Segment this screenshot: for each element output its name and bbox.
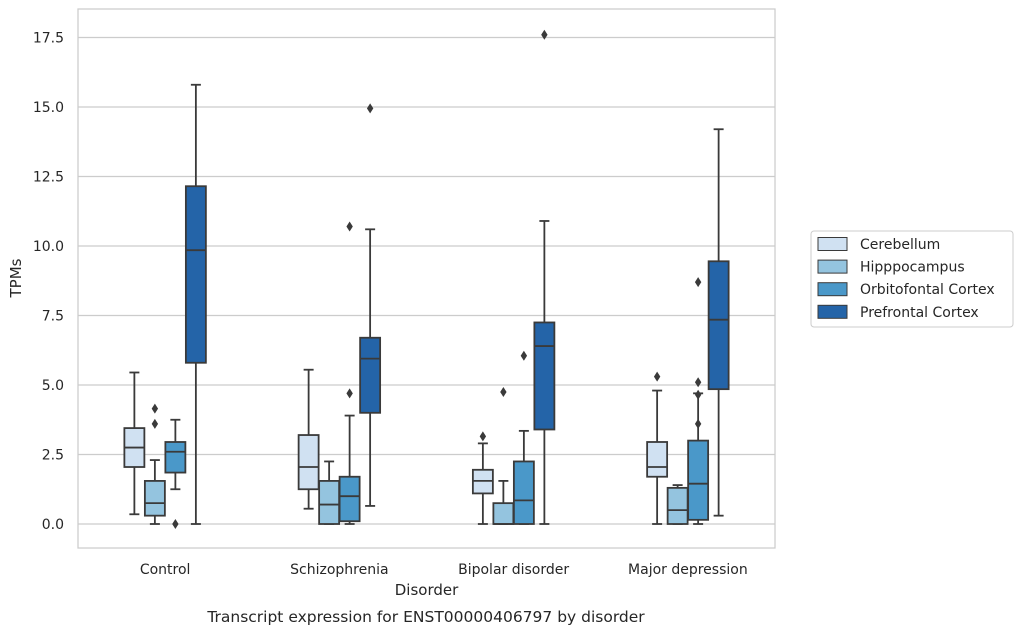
box xyxy=(184,185,207,364)
legend-label: Prefrontal Cortex xyxy=(860,305,979,321)
y-tick-label: 0.0 xyxy=(42,517,64,533)
x-tick-label: Bipolar disorder xyxy=(458,562,569,578)
box xyxy=(707,260,730,391)
legend-frame xyxy=(810,230,1014,328)
y-tick-label: 17.5 xyxy=(33,31,64,47)
outlier-point xyxy=(653,371,661,382)
box xyxy=(143,480,166,517)
box xyxy=(533,321,556,431)
box xyxy=(687,439,710,521)
x-tick-label: Major depression xyxy=(628,562,748,578)
outlier-point xyxy=(366,103,374,114)
y-tick-label: 2.5 xyxy=(42,448,64,464)
outlier-point xyxy=(520,350,528,361)
chart-caption: Transcript expression for ENST0000040679… xyxy=(206,608,645,626)
box-group xyxy=(471,29,556,525)
legend-label: Cerebellum xyxy=(860,237,940,253)
box xyxy=(338,475,361,523)
box xyxy=(164,441,187,474)
y-tick-label: 5.0 xyxy=(42,378,64,394)
box xyxy=(492,502,515,525)
outlier-point xyxy=(172,519,179,529)
legend-swatch xyxy=(817,259,848,274)
legend-label: Orbitofontal Cortex xyxy=(860,282,995,298)
box xyxy=(359,336,382,414)
y-tick-label: 15.0 xyxy=(33,100,64,116)
outlier-point xyxy=(694,277,702,288)
y-tick-label: 7.5 xyxy=(42,309,64,325)
box-group xyxy=(646,128,730,525)
outlier-point xyxy=(151,418,159,429)
outlier-point xyxy=(694,377,702,388)
box xyxy=(666,486,689,525)
outlier-point xyxy=(346,221,353,232)
box xyxy=(646,441,669,478)
x-tick-label: Schizophrenia xyxy=(290,562,388,578)
box xyxy=(297,434,320,491)
outlier-point xyxy=(479,431,487,442)
legend-swatch xyxy=(817,237,848,251)
outlier-point xyxy=(694,418,702,429)
outlier-point xyxy=(541,29,548,40)
outlier-point xyxy=(346,388,353,399)
legend-swatch xyxy=(817,304,848,319)
legend-swatch xyxy=(817,282,848,297)
box-groups xyxy=(123,29,730,529)
x-axis-label: Disorder xyxy=(395,581,459,599)
outlier-point xyxy=(151,403,159,414)
box xyxy=(318,480,341,525)
x-tick-labels: Control Schizophrenia Bipolar disorder Majo… xyxy=(140,562,748,578)
x-tick-label: Control xyxy=(140,562,191,578)
legend: Cerebellum Hipppocampus Orbitofontal Corte… xyxy=(810,230,1014,328)
box-group xyxy=(123,83,207,529)
y-axis-label: TPMs xyxy=(7,258,25,298)
box xyxy=(512,460,535,525)
outlier-point xyxy=(694,389,702,400)
box-group xyxy=(297,103,382,525)
plot-frame xyxy=(77,8,776,549)
outlier-point xyxy=(500,386,507,397)
y-tick-label: 10.0 xyxy=(33,239,64,255)
y-tick-label: 12.5 xyxy=(33,170,64,186)
legend-label: Hipppocampus xyxy=(860,260,965,276)
y-tick-labels: 0.0 2.5 5.0 7.5 10.0 12.5 15.0 17.5 xyxy=(33,31,64,534)
